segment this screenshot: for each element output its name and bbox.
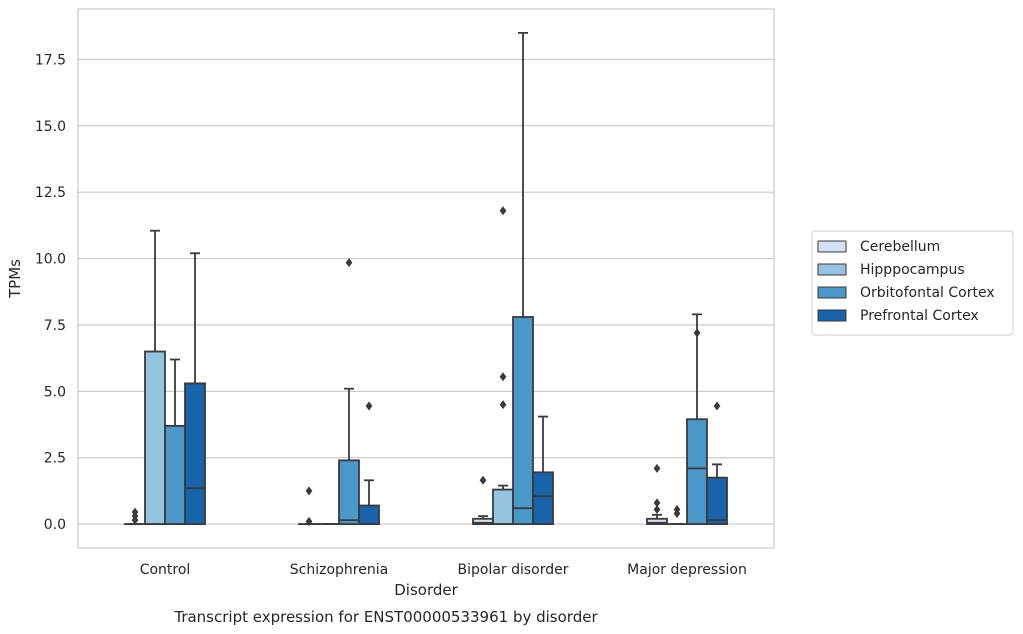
y-tick-labels: 0.0 2.5 5.0 7.5 10.0 12.5 15.0 17.5: [35, 52, 66, 533]
legend-swatch: [817, 286, 847, 299]
legend-item: Orbitofontal Cortex: [817, 285, 995, 301]
legend-swatch: [817, 263, 847, 276]
x-tick-label: Control: [140, 562, 191, 578]
outlier-point: [499, 206, 507, 216]
legend-label: Cerebellum: [860, 239, 940, 255]
outlier-point: [693, 328, 701, 338]
box-iqr: [358, 504, 380, 526]
outlier-point: [499, 372, 507, 382]
box-3-3: [706, 401, 728, 526]
x-tick-label: Schizophrenia: [290, 562, 388, 578]
box-1-2: [338, 258, 360, 526]
legend-label: Hipppocampus: [860, 262, 965, 278]
box-iqr: [646, 517, 668, 526]
box-series-group: [124, 31, 728, 526]
y-tick-label: 17.5: [35, 52, 66, 68]
chart-caption: Transcript expression for ENST0000053396…: [173, 608, 598, 626]
y-tick-label: 5.0: [44, 384, 66, 400]
legend: Cerebellum Hipppocampus Orbitofontal Corte…: [811, 230, 1014, 336]
box-iqr: [164, 424, 186, 526]
y-tick-label: 0.0: [44, 517, 66, 533]
outlier-point: [305, 516, 313, 526]
y-tick-label: 10.0: [35, 252, 66, 268]
y-axis-label: TPMs: [6, 259, 24, 299]
y-tick-label: 15.0: [35, 119, 66, 135]
outlier-point: [365, 401, 373, 411]
box-iqr: [184, 382, 206, 526]
y-tick-label: 12.5: [35, 185, 66, 201]
box-iqr: [492, 488, 514, 526]
outlier-point: [499, 400, 507, 410]
legend-item: Hipppocampus: [817, 262, 965, 278]
legend-item: Cerebellum: [817, 239, 940, 255]
legend-label: Prefrontal Cortex: [860, 308, 979, 324]
legend-frame: [811, 230, 1014, 336]
legend-label: Orbitofontal Cortex: [860, 285, 995, 301]
box-3-0: [646, 463, 668, 526]
legend-item: Prefrontal Cortex: [817, 308, 979, 324]
box-2-3: [532, 415, 554, 526]
box-1-3: [358, 401, 380, 526]
box-iqr: [686, 418, 708, 526]
box-2-2: [512, 31, 534, 526]
x-tick-label: Bipolar disorder: [457, 562, 568, 578]
outlier-point: [305, 486, 313, 496]
outlier-point: [479, 475, 487, 485]
legend-swatch: [817, 309, 847, 322]
box-iqr: [532, 471, 554, 526]
outlier-point: [345, 258, 353, 268]
box-iqr: [144, 350, 166, 526]
outlier-point: [131, 515, 139, 525]
box-0-3: [184, 252, 206, 526]
plot-frame: [77, 8, 775, 549]
outlier-point: [653, 463, 661, 473]
box-iqr: [706, 476, 728, 526]
x-tick-labels: Control Schizophrenia Bipolar disorder Majo…: [140, 562, 747, 578]
x-tick-label: Major depression: [627, 562, 747, 578]
y-tick-label: 2.5: [44, 451, 66, 467]
y-tick-label: 7.5: [44, 318, 66, 334]
box-iqr: [512, 316, 534, 526]
outlier-point: [673, 508, 681, 518]
box-iqr: [338, 459, 360, 526]
box-0-2: [164, 358, 186, 526]
box-0-1: [144, 229, 166, 526]
box-3-2: [686, 313, 708, 526]
outlier-point: [653, 498, 661, 508]
outlier-point: [653, 505, 661, 514]
legend-swatch: [817, 240, 847, 253]
outlier-point: [713, 401, 721, 411]
x-axis-label: Disorder: [394, 581, 458, 599]
box-2-0: [472, 475, 494, 526]
